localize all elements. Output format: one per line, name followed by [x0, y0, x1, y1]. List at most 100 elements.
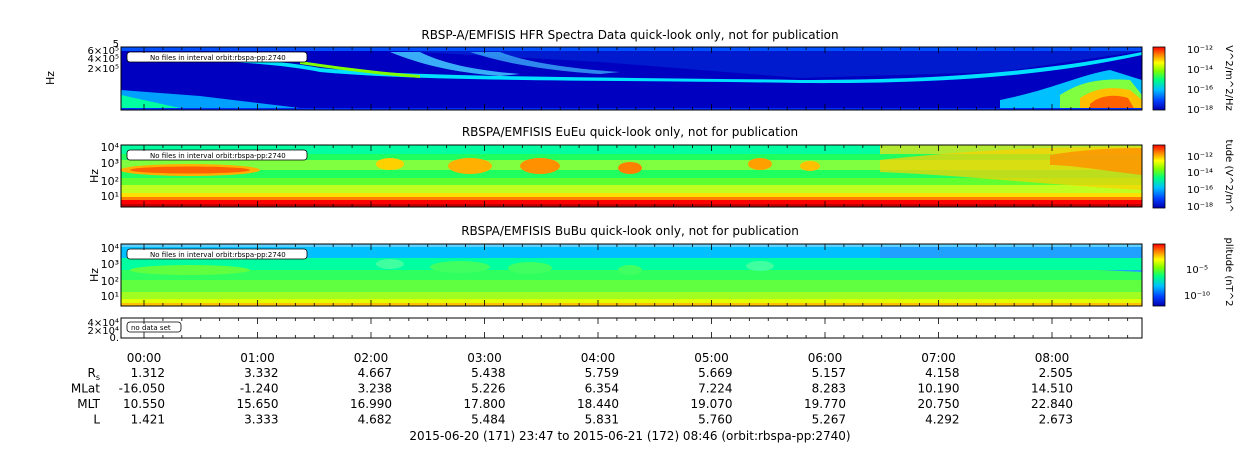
no-files-note: No files in interval orbit:rbspa-pp:2740: [126, 149, 308, 161]
colorbar-tick: 10⁻¹⁶: [1187, 185, 1213, 196]
colorbar-tick: 10⁻¹⁴: [1187, 168, 1213, 179]
emission-blobs: [130, 259, 774, 275]
colorbar-tick: 10⁻¹⁸: [1187, 202, 1213, 213]
no-files-note: No files in interval orbit:rbspa-pp:2740: [126, 248, 308, 260]
ephemeris-value: 3.333: [244, 413, 278, 427]
x-tick-label: 03:00: [467, 351, 502, 365]
ephemeris-row-label: Rs: [87, 366, 100, 382]
y-tick-label: 4×10⁵: [88, 54, 119, 65]
ephemeris-value: 10.550: [123, 397, 165, 411]
panel-title: RBSP-A/EMFISIS HFR Spectra Data quick-lo…: [421, 28, 838, 42]
y-tick-label: 10⁴: [101, 141, 120, 154]
panel-hfr: RBSP-A/EMFISIS HFR Spectra Data quick-lo…: [44, 28, 1234, 116]
y-tick-label: 10²: [101, 275, 119, 288]
x-tick-marks: [143, 47, 1129, 338]
y-tick-label: 2×10⁵: [88, 64, 119, 75]
ephemeris-value: 17.800: [464, 397, 506, 411]
ephemeris-value: 5.831: [585, 413, 619, 427]
colorbar-tick: 10⁻¹²: [1187, 45, 1213, 56]
y-tick-label: 10¹: [101, 290, 119, 303]
ephemeris-value: -1.240: [240, 382, 279, 396]
colorbar: 10⁻¹² 10⁻¹⁴ 10⁻¹⁶ 10⁻¹⁸ V^2/m^2/Hz: [1152, 45, 1234, 116]
ephemeris-row-label: MLat: [71, 382, 100, 396]
ephemeris-value: 5.157: [812, 366, 846, 380]
colorbar-tick: 10⁻¹⁶: [1187, 85, 1213, 96]
panel-title: RBSPA/EMFISIS BuBu quick-look only, not …: [461, 224, 799, 238]
colorbar-tick: 10⁻⁵: [1186, 265, 1208, 276]
ephemeris-value: 16.990: [350, 397, 392, 411]
ephemeris-value: 5.267: [812, 413, 846, 427]
colorbar-label: V^2/m^2/Hz: [1223, 45, 1234, 111]
y-axis-label: Hz: [44, 71, 57, 85]
panel-eueu: RBSPA/EMFISIS EuEu quick-look only, not …: [88, 125, 1234, 213]
y-tick-label: 6×10⁵: [88, 46, 119, 57]
x-tick-label: 00:00: [127, 351, 162, 365]
ephemeris-value: 3.332: [244, 366, 278, 380]
y-axis-label: Hz: [88, 268, 101, 282]
ephemeris-value: 5.669: [698, 366, 732, 380]
y-tick-label: 0.: [109, 333, 119, 344]
x-tick-label: 06:00: [808, 351, 843, 365]
ephemeris-value: 1.312: [131, 366, 165, 380]
ephemeris-rows: Rs 1.312 3.332 4.667 5.438 5.759 5.669 5.157 4.1…: [71, 366, 1073, 427]
colorbar-label: tude (V^2/m^: [1223, 140, 1234, 213]
panel-title: RBSPA/EMFISIS EuEu quick-look only, not …: [462, 125, 798, 139]
ephemeris-value: 15.650: [237, 397, 279, 411]
colorbar-tick: 10⁻¹⁰: [1184, 291, 1210, 302]
svg-text:No files in interval orbit:rbs: No files in interval orbit:rbspa-pp:2740: [150, 152, 286, 160]
ephemeris-row-label: L: [93, 413, 100, 427]
x-axis-ephemeris: 00:00 01:00 02:00 03:00 04:00 05:00 06:00 07:00…: [71, 351, 1073, 443]
ephemeris-value: 20.750: [918, 397, 960, 411]
ephemeris-value: 18.440: [577, 397, 619, 411]
ephemeris-value: 4.158: [925, 366, 959, 380]
colorbar-tick: 10⁻¹⁴: [1187, 65, 1213, 76]
ephemeris-value: 5.759: [585, 366, 619, 380]
ephemeris-value: 4.292: [925, 413, 959, 427]
x-tick-label: 05:00: [694, 351, 729, 365]
ephemeris-value: 5.484: [471, 413, 505, 427]
ephemeris-value: 19.070: [691, 397, 733, 411]
ephemeris-value: 19.770: [804, 397, 846, 411]
colorbar-tick: 10⁻¹²: [1187, 152, 1213, 163]
colorbar: 10⁻⁵ 10⁻¹⁰ plitude (nT^2: [1152, 238, 1234, 307]
x-tick-label: 08:00: [1035, 351, 1070, 365]
ephemeris-value: 5.438: [471, 366, 505, 380]
ephemeris-value: 6.354: [585, 382, 619, 396]
y-tick-label: 10¹: [101, 190, 119, 203]
spectrogram-image: [120, 145, 1142, 207]
ephemeris-value: 7.224: [698, 382, 732, 396]
emission-blobs: [120, 146, 1142, 190]
y-tick-label: 5: [113, 39, 119, 50]
x-tick-labels: 00:00 01:00 02:00 03:00 04:00 05:00 06:00 07:00…: [127, 351, 1070, 365]
y-tick-label: 4×10⁴: [88, 318, 119, 329]
x-tick-label: 04:00: [581, 351, 616, 365]
ephemeris-value: 4.667: [358, 366, 392, 380]
y-tick-label: 10⁴: [101, 242, 120, 255]
ephemeris-value: 10.190: [918, 382, 960, 396]
no-files-note: No files in interval orbit:rbspa-pp:2740: [126, 51, 308, 63]
colorbar-label: plitude (nT^2: [1223, 238, 1234, 307]
y-tick-label: 10³: [101, 258, 119, 271]
colorbar: 10⁻¹² 10⁻¹⁴ 10⁻¹⁶ 10⁻¹⁸ tude (V^2/m^: [1152, 140, 1234, 213]
x-tick-label: 01:00: [240, 351, 275, 365]
spectrogram-image: [121, 47, 1142, 110]
svg-text:no data set: no data set: [131, 324, 171, 332]
panel-bubu: RBSPA/EMFISIS BuBu quick-look only, not …: [88, 224, 1234, 307]
colorbar-tick: 10⁻¹⁸: [1187, 105, 1213, 116]
ephemeris-value: 5.760: [698, 413, 732, 427]
x-tick-label: 02:00: [354, 351, 389, 365]
ephemeris-value: 5.226: [471, 382, 505, 396]
y-tick-label: 2×10⁴: [88, 326, 119, 337]
y-axis-label: Hz: [88, 169, 101, 183]
ephemeris-value: 22.840: [1031, 397, 1073, 411]
ephemeris-value: 2.673: [1039, 413, 1073, 427]
ephemeris-value: 4.682: [358, 413, 392, 427]
y-tick-label: 10²: [101, 175, 119, 188]
ephemeris-value: 8.283: [812, 382, 846, 396]
panel-line: no data set 0. 2×10⁴ 4×10⁴: [88, 317, 1143, 344]
ephemeris-value: 2.505: [1039, 366, 1073, 380]
ephemeris-value: 1.421: [131, 413, 165, 427]
no-data-note: no data set: [126, 321, 182, 333]
ephemeris-value: 3.238: [358, 382, 392, 396]
time-range-caption: 2015-06-20 (171) 23:47 to 2015-06-21 (17…: [409, 429, 850, 443]
